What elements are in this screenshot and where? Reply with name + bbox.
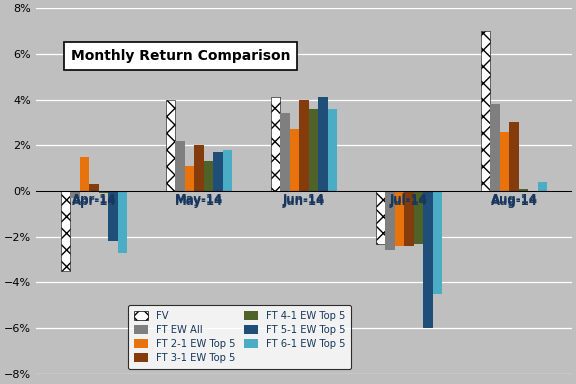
Bar [281, 113, 290, 191]
Bar [376, 191, 385, 243]
Text: Aug-14: Aug-14 [491, 195, 537, 208]
Bar [481, 31, 490, 191]
Text: May-14: May-14 [175, 193, 223, 206]
Bar [414, 191, 423, 243]
Text: Aug-14: Aug-14 [491, 193, 537, 206]
Bar [166, 99, 175, 191]
Bar [185, 166, 194, 191]
Bar [328, 109, 337, 191]
Text: Jun-14: Jun-14 [283, 195, 325, 208]
Text: Jul-14: Jul-14 [390, 195, 428, 208]
Bar [300, 99, 309, 191]
Bar [385, 191, 395, 250]
Bar [271, 97, 281, 191]
Bar [433, 191, 442, 294]
Text: Jun-14: Jun-14 [283, 193, 325, 206]
Text: Jul-14: Jul-14 [390, 193, 428, 206]
Bar [404, 191, 414, 246]
Bar [309, 109, 318, 191]
Bar [538, 182, 547, 191]
Legend: FV, FT EW All, FT 2-1 EW Top 5, FT 3-1 EW Top 5, FT 4-1 EW Top 5, FT 5-1 EW Top : FV, FT EW All, FT 2-1 EW Top 5, FT 3-1 E… [128, 305, 351, 369]
Bar [108, 191, 118, 241]
Bar [213, 152, 222, 191]
Bar [70, 191, 79, 198]
Bar [222, 150, 232, 191]
Bar [118, 191, 127, 253]
Text: Apr-14: Apr-14 [71, 195, 116, 208]
Bar [89, 184, 98, 191]
Bar [318, 97, 328, 191]
Bar [423, 191, 433, 328]
Bar [79, 157, 89, 191]
Text: Monthly Return Comparison: Monthly Return Comparison [71, 49, 290, 63]
Bar [175, 141, 185, 191]
Bar [290, 129, 300, 191]
Bar [61, 191, 70, 271]
Bar [194, 145, 204, 191]
Text: May-14: May-14 [175, 195, 223, 208]
Text: Apr-14: Apr-14 [71, 193, 116, 206]
Bar [490, 104, 500, 191]
Bar [519, 189, 528, 191]
Bar [500, 132, 509, 191]
Bar [204, 161, 213, 191]
Bar [395, 191, 404, 246]
Bar [509, 122, 519, 191]
Bar [98, 191, 108, 193]
